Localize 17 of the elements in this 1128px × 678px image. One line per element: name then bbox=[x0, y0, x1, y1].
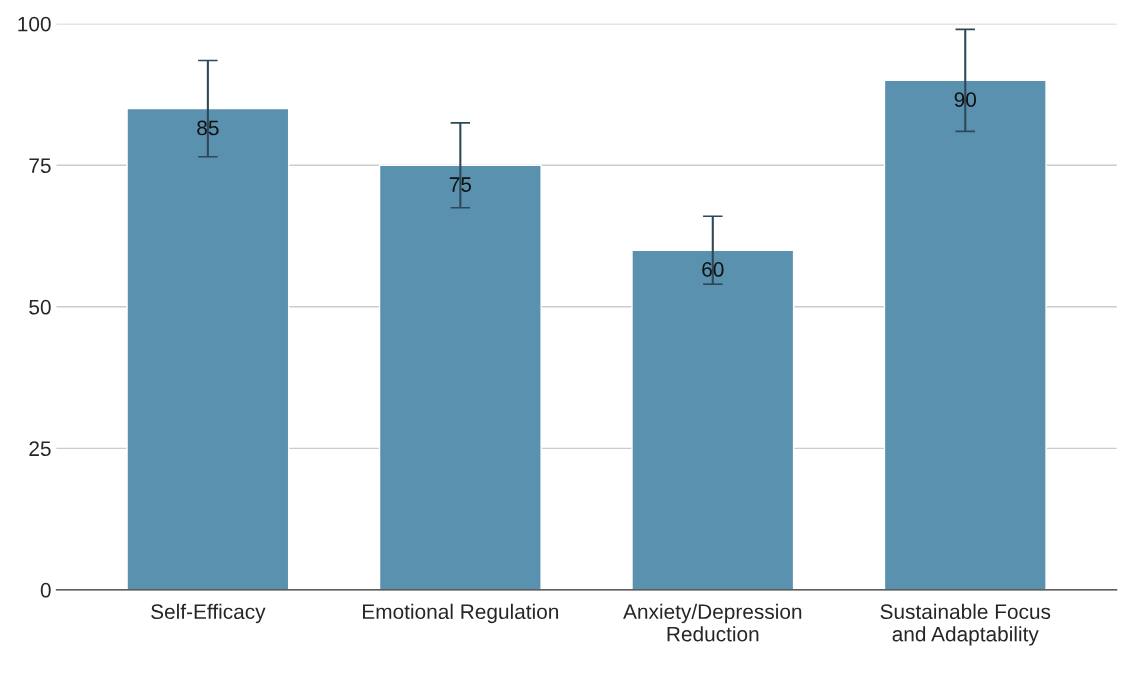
x-tick-label: Self-Efficacy bbox=[151, 603, 266, 624]
data-label: 90 bbox=[954, 92, 977, 107]
y-tick-label: 100 bbox=[18, 16, 51, 32]
bar bbox=[126, 107, 290, 590]
y-tick-label: 0 bbox=[40, 582, 51, 598]
y-tick-label: 75 bbox=[29, 158, 51, 174]
bar bbox=[631, 249, 795, 590]
bar bbox=[378, 164, 542, 590]
data-label: 60 bbox=[702, 262, 724, 277]
data-label: 85 bbox=[197, 120, 219, 136]
y-tick-label: 50 bbox=[29, 299, 51, 315]
y-tick-label: 25 bbox=[29, 441, 51, 457]
bar bbox=[883, 79, 1047, 590]
x-tick-label: Sustainable Focus and Adaptability bbox=[880, 603, 1051, 646]
data-label: 75 bbox=[449, 177, 472, 192]
x-tick-label: Emotional Regulation bbox=[363, 603, 558, 624]
x-tick-label: Anxiety/Depression Reduction bbox=[623, 603, 802, 642]
